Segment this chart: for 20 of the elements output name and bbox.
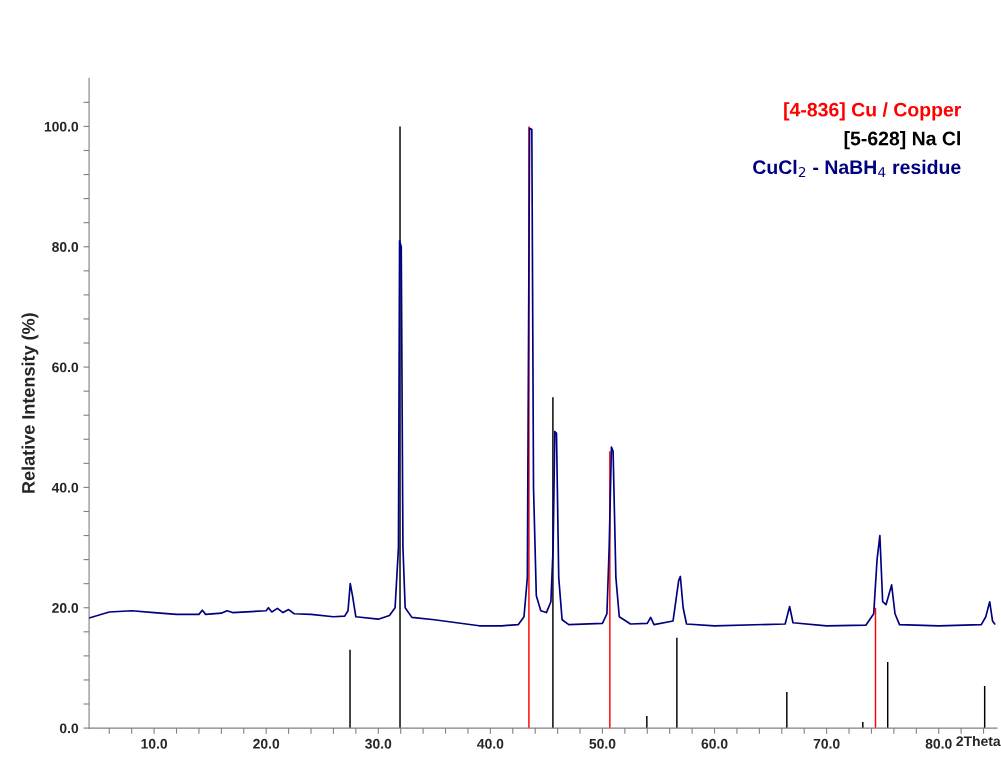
x-tick-label: 30.0	[365, 738, 392, 749]
y-tick-label: 100.0	[44, 121, 79, 132]
text: [4-836] Cu / Copper	[784, 102, 962, 121]
y-tick-label: 20.0	[52, 603, 79, 613]
y-tick-label: 60.0	[52, 362, 79, 373]
x-tick-label: 40.0	[477, 738, 504, 749]
y-axis-title: Relative Intensity (%)	[21, 313, 39, 493]
x-tick-label: 20.0	[253, 738, 280, 749]
x-tick-label: 60.0	[701, 738, 728, 749]
text: [5-628] Na Cl	[844, 131, 960, 150]
y-tick-label: 80.0	[52, 242, 79, 252]
x-tick-label: 80.0	[925, 738, 952, 749]
text: CuCl$_{2}$ - NaBH$_{4}$ residue	[753, 159, 961, 178]
x-tick-label: 50.0	[589, 738, 616, 749]
y-tick-label: 40.0	[51, 482, 79, 493]
x-tick-label: 70.0	[813, 738, 840, 749]
y-tick-label: 0.0	[59, 723, 79, 734]
x-axis-title: 2Theta	[956, 735, 1001, 747]
x-tick-label: 10.0	[141, 738, 168, 749]
line-series	[89, 127, 996, 627]
